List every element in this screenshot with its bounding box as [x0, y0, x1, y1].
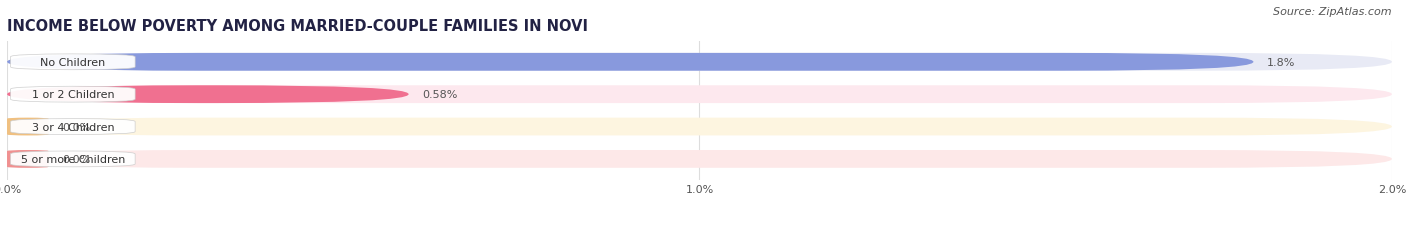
FancyBboxPatch shape — [7, 150, 49, 168]
Text: No Children: No Children — [41, 58, 105, 67]
Text: 5 or more Children: 5 or more Children — [21, 154, 125, 164]
FancyBboxPatch shape — [7, 54, 1392, 71]
Text: INCOME BELOW POVERTY AMONG MARRIED-COUPLE FAMILIES IN NOVI: INCOME BELOW POVERTY AMONG MARRIED-COUPL… — [7, 18, 588, 33]
Text: 0.0%: 0.0% — [62, 122, 90, 132]
FancyBboxPatch shape — [10, 151, 135, 167]
Text: 1.8%: 1.8% — [1267, 58, 1296, 67]
FancyBboxPatch shape — [7, 118, 1392, 136]
Text: Source: ZipAtlas.com: Source: ZipAtlas.com — [1274, 7, 1392, 17]
FancyBboxPatch shape — [10, 55, 135, 70]
Text: 0.58%: 0.58% — [422, 90, 458, 100]
Text: 3 or 4 Children: 3 or 4 Children — [31, 122, 114, 132]
Text: 0.0%: 0.0% — [62, 154, 90, 164]
Text: 1 or 2 Children: 1 or 2 Children — [31, 90, 114, 100]
FancyBboxPatch shape — [7, 86, 1392, 104]
FancyBboxPatch shape — [7, 86, 409, 104]
FancyBboxPatch shape — [10, 119, 135, 135]
FancyBboxPatch shape — [10, 87, 135, 103]
FancyBboxPatch shape — [7, 118, 49, 136]
FancyBboxPatch shape — [7, 150, 1392, 168]
FancyBboxPatch shape — [7, 54, 1254, 71]
